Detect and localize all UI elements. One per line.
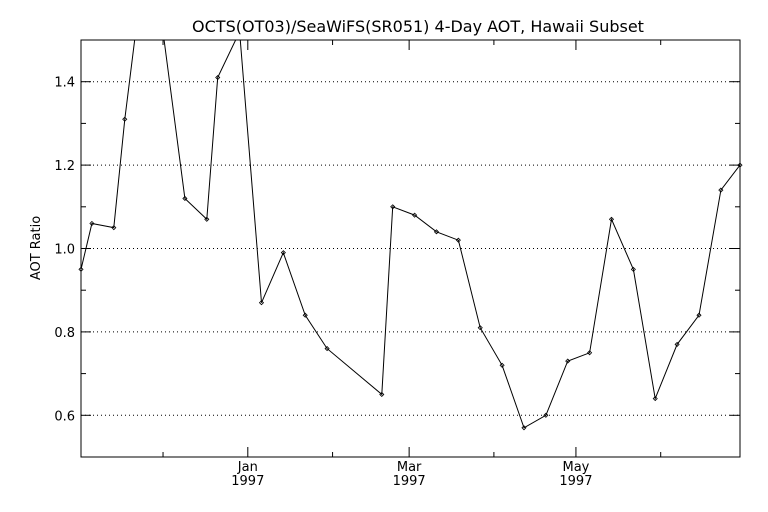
y-tick-label: 1.4 xyxy=(54,76,75,91)
axis-ticks xyxy=(80,39,740,458)
data-point xyxy=(455,237,461,243)
data-point xyxy=(379,391,385,398)
data-point xyxy=(608,216,615,222)
data-point xyxy=(543,412,549,418)
x-tick-label-year: 1997 xyxy=(559,474,592,489)
data-point xyxy=(280,250,286,256)
data-point xyxy=(521,425,527,431)
series-line xyxy=(81,40,740,429)
x-tick-label-month: Jan xyxy=(237,460,258,475)
data-point xyxy=(433,229,440,235)
x-tick-label-month: May xyxy=(562,460,589,475)
data-point xyxy=(182,195,188,202)
series-points xyxy=(78,74,743,431)
data-point xyxy=(122,116,128,122)
data-point xyxy=(204,216,210,222)
y-tick-label: 1.2 xyxy=(54,159,75,174)
data-point xyxy=(652,396,658,402)
data-point xyxy=(258,300,265,306)
data-point xyxy=(630,266,636,272)
data-point xyxy=(89,220,95,227)
data-point xyxy=(565,358,571,364)
data-point xyxy=(78,266,84,272)
data-point xyxy=(111,225,117,231)
data-point xyxy=(412,212,418,218)
data-point xyxy=(477,325,483,331)
data-point xyxy=(737,162,743,168)
data-point xyxy=(302,312,308,318)
data-point xyxy=(499,362,505,368)
data-point xyxy=(587,350,593,356)
x-tick-label-month: Mar xyxy=(397,460,422,475)
x-tick-label-year: 1997 xyxy=(231,474,264,489)
series-line xyxy=(81,40,740,429)
y-axis-label: AOT Ratio xyxy=(29,216,44,280)
grid-lines xyxy=(81,81,740,416)
data-point xyxy=(674,341,680,347)
y-tick-label: 1.0 xyxy=(54,243,75,258)
data-point xyxy=(324,346,330,352)
data-point xyxy=(215,74,221,81)
x-tick-label-year: 1997 xyxy=(393,474,426,489)
y-tick-label: 0.6 xyxy=(54,409,75,424)
chart-title: OCTS(OT03)/SeaWiFS(SR051) 4-Day AOT, Haw… xyxy=(192,17,644,36)
y-tick-label: 0.8 xyxy=(54,326,75,341)
data-point xyxy=(718,187,724,193)
data-point xyxy=(696,312,702,318)
data-point xyxy=(390,204,396,210)
